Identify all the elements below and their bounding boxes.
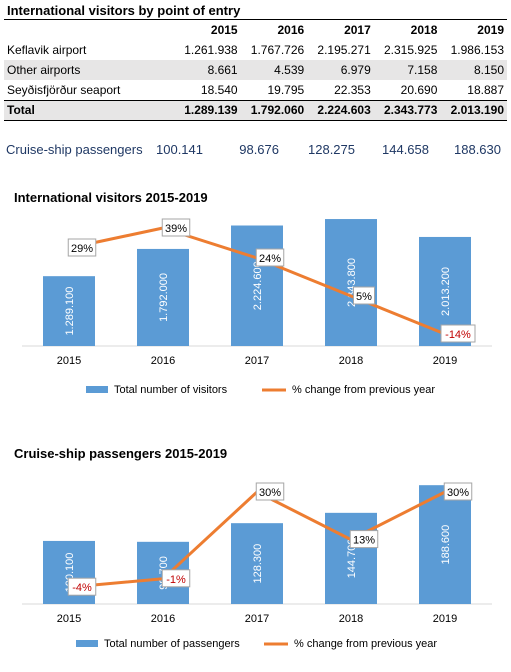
cell: 18.540 — [200, 82, 238, 97]
line-label-box — [349, 530, 379, 549]
header-blank — [4, 20, 174, 40]
line-label-box — [353, 286, 375, 305]
line-label-box — [161, 569, 191, 588]
cell: 1.767.726 — [250, 43, 305, 57]
line-data-label: 29% — [71, 243, 93, 255]
line-data-label: 5% — [356, 291, 372, 303]
chart-title: Cruise-ship passengers 2015-2019 — [14, 446, 227, 461]
bar — [43, 276, 95, 346]
legend-label: % change from previous year — [292, 384, 435, 396]
row-label: Other airports — [4, 60, 174, 80]
line-data-label: -1% — [166, 574, 186, 586]
table-title: International visitors by point of entry — [4, 2, 507, 20]
x-tick-label: 2017 — [245, 355, 269, 367]
cruise-value: 128.275 — [308, 142, 355, 157]
header-year: 2018 — [410, 23, 438, 37]
cell: 8.150 — [440, 60, 507, 80]
cruise-passengers-row: Cruise-ship passengers 100.141 98.676 12… — [4, 140, 507, 160]
header-year: 2019 — [477, 23, 504, 37]
cell: 7.158 — [373, 60, 441, 80]
cell: 4.539 — [240, 60, 308, 80]
x-tick-label: 2019 — [433, 355, 457, 367]
bar-data-label: 2.013.200 — [440, 267, 452, 316]
cell: 2.013.190 — [440, 99, 507, 121]
cell: 20.690 — [400, 82, 438, 97]
line-label-box — [255, 248, 285, 267]
line-label-box — [67, 577, 97, 596]
visitors-table: 2015 2016 2017 2018 2019 Keflavik airpor… — [4, 20, 507, 121]
legend-swatch-bar — [86, 386, 108, 393]
cell: 18.887 — [467, 82, 504, 97]
x-tick-label: 2018 — [339, 355, 363, 367]
table-row: Keflavik airport 1.261.938 1.767.726 2.1… — [4, 40, 507, 60]
row-label: Total — [4, 99, 174, 121]
cell: 8.661 — [174, 60, 241, 80]
line-label-box — [67, 238, 97, 257]
cell: 1.261.938 — [184, 43, 238, 57]
table-header-row: 2015 2016 2017 2018 2019 — [4, 20, 507, 40]
x-tick-label: 2015 — [57, 355, 81, 367]
line-data-label: -14% — [445, 329, 471, 341]
bar-data-label: 1.792.000 — [158, 273, 170, 322]
cell: 2.195.271 — [317, 43, 371, 57]
bar — [419, 485, 471, 604]
cruise-chart: Cruise-ship passengers 2015-2019100.1002… — [14, 446, 492, 650]
cell: 2.315.925 — [383, 43, 438, 57]
bar — [231, 225, 283, 346]
cell: 19.795 — [267, 82, 305, 97]
legend-label: % change from previous year — [294, 638, 437, 650]
header-year: 2016 — [277, 23, 305, 37]
line-data-label: 39% — [165, 223, 187, 235]
header-year: 2015 — [210, 23, 238, 37]
chart-title: International visitors 2015-2019 — [14, 190, 208, 205]
cruise-value: 188.630 — [454, 142, 501, 157]
bar-data-label: 2.224.600 — [252, 261, 264, 310]
line-data-label: 30% — [259, 487, 281, 499]
line-data-label: 24% — [259, 253, 281, 265]
cell: 1.986.153 — [450, 43, 504, 57]
line-data-label: 13% — [353, 535, 375, 547]
x-tick-label: 2016 — [151, 355, 175, 367]
x-tick-label: 2017 — [245, 613, 269, 625]
cell: 1.289.139 — [174, 99, 241, 121]
cell: 6.979 — [307, 60, 374, 80]
cruise-value: 100.141 — [156, 142, 203, 157]
legend-swatch-bar — [76, 640, 98, 647]
total-row: Total 1.289.139 1.792.060 2.224.603 2.34… — [4, 99, 507, 121]
x-tick-label: 2015 — [57, 613, 81, 625]
bar-data-label: 128.300 — [252, 544, 264, 584]
bar — [325, 219, 377, 346]
row-label: Keflavik airport — [7, 43, 87, 57]
line-label-box — [255, 482, 285, 501]
line-label-box — [161, 218, 191, 237]
header-year: 2017 — [344, 23, 371, 37]
cell: 2.224.603 — [307, 99, 374, 121]
table-row: Other airports 8.661 4.539 6.979 7.158 8… — [4, 60, 507, 80]
visitors-chart: International visitors 2015-2019 1.289.10… — [14, 190, 492, 396]
bar — [137, 248, 189, 346]
legend-label: Total number of passengers — [104, 638, 240, 650]
line-data-label: -4% — [72, 582, 92, 594]
x-tick-label: 2018 — [339, 613, 363, 625]
cruise-value: 144.658 — [382, 142, 429, 157]
line-data-label: 30% — [447, 487, 469, 499]
line-label-box — [440, 324, 476, 343]
bar-data-label: 1.289.100 — [64, 287, 76, 336]
cruise-value: 98.676 — [239, 142, 279, 157]
bar — [325, 512, 377, 604]
cruise-label: Cruise-ship passengers — [6, 142, 143, 157]
cell: 22.353 — [334, 82, 371, 97]
line-label-box — [443, 482, 473, 501]
cell: 2.343.773 — [373, 99, 441, 121]
legend-label: Total number of visitors — [114, 384, 228, 396]
table-row: Seyðisfjörður seaport 18.540 19.795 22.3… — [4, 80, 507, 100]
x-tick-label: 2016 — [151, 613, 175, 625]
row-label: Seyðisfjörður seaport — [7, 82, 121, 97]
bar — [231, 523, 283, 604]
x-tick-label: 2019 — [433, 613, 457, 625]
cell: 1.792.060 — [240, 99, 308, 121]
bar-data-label: 188.600 — [440, 525, 452, 565]
bar-data-label: 144.700 — [346, 539, 358, 579]
